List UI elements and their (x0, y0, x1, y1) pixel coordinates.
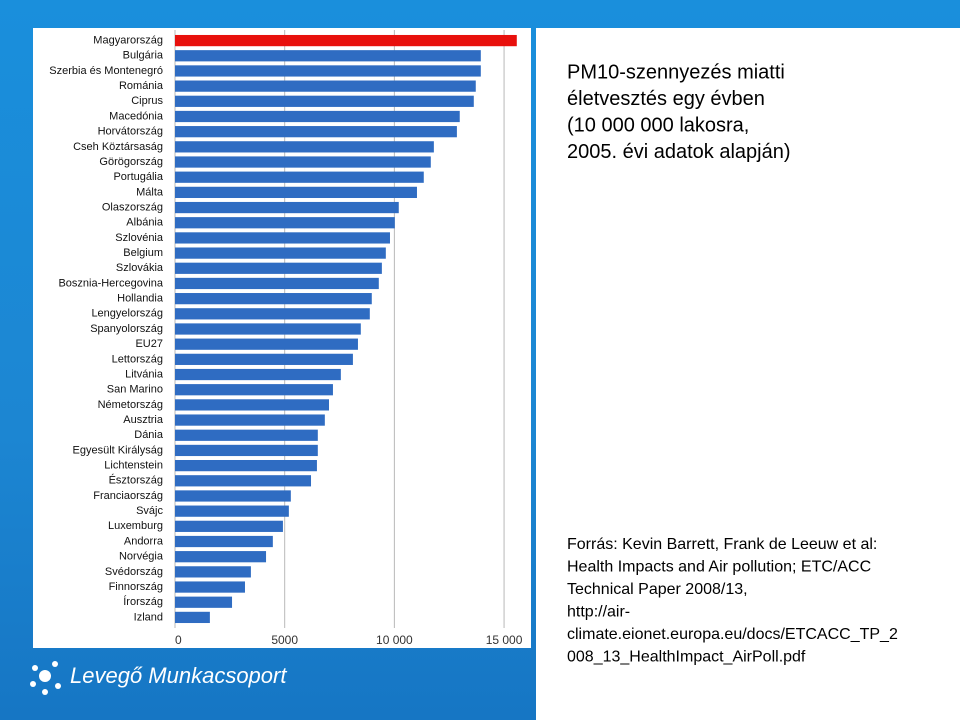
bar (175, 156, 431, 168)
y-tick-label: Portugália (113, 171, 163, 183)
bar (175, 34, 517, 47)
y-tick-label: Szlovénia (115, 232, 164, 244)
y-tick-label: Spanyolország (90, 323, 163, 335)
bar (175, 217, 395, 229)
bar (175, 611, 210, 624)
y-tick-label: Magyarország (93, 34, 163, 46)
slide-title: életvesztés egy évben (567, 88, 765, 110)
bar (175, 262, 382, 274)
bar (175, 581, 245, 593)
bar (175, 141, 434, 153)
bar (175, 490, 291, 502)
y-tick-label: Belgium (123, 247, 163, 259)
y-tick-label: Szerbia és Montenegró (49, 65, 163, 77)
y-tick-label: Olaszország (102, 201, 163, 213)
bar (175, 95, 474, 107)
logo-text: Levegő Munkacsoport (70, 663, 287, 688)
bar (175, 277, 379, 290)
x-tick-label: 15 000 (486, 633, 523, 647)
bar (175, 186, 417, 199)
bar (175, 429, 318, 441)
bar (175, 247, 386, 259)
y-tick-label: Franciaország (93, 490, 163, 502)
y-tick-label: San Marino (107, 384, 163, 396)
y-tick-label: Izland (134, 611, 163, 623)
y-tick-label: Ciprus (131, 95, 163, 107)
bar (175, 80, 476, 92)
bar (175, 338, 358, 350)
y-tick-label: Litvánia (125, 368, 164, 380)
source-text: Forrás: Kevin Barrett, Frank de Leeuw et… (567, 536, 877, 553)
bar (175, 323, 361, 335)
bar (175, 459, 317, 472)
slide-title: (10 000 000 lakosra, (567, 114, 749, 136)
y-tick-label: Málta (136, 186, 164, 198)
bar (175, 596, 233, 608)
x-tick-label: 5000 (271, 633, 298, 647)
y-tick-label: Svédország (105, 566, 163, 578)
y-tick-label: Lichtenstein (104, 460, 163, 472)
bar (175, 293, 372, 305)
source-text: http://air- (567, 604, 630, 621)
source-text: 008_13_HealthImpact_AirPoll.pdf (567, 649, 806, 666)
y-tick-label: Finnország (109, 581, 163, 593)
bar (175, 232, 390, 244)
y-tick-label: Svájc (136, 505, 163, 517)
slide-title: PM10-szennyezés miatti (567, 61, 785, 83)
text-panel (536, 28, 960, 720)
y-tick-label: Luxemburg (108, 520, 163, 532)
y-tick-label: Albánia (126, 217, 164, 229)
bar (175, 368, 341, 381)
bar (175, 444, 318, 457)
bar (175, 65, 481, 77)
bar (175, 171, 424, 183)
y-tick-label: Cseh Köztársaság (73, 141, 163, 153)
y-tick-label: Szlovákia (116, 262, 164, 274)
bar (175, 126, 457, 138)
bar (175, 353, 353, 365)
y-tick-label: Bulgária (123, 50, 164, 62)
source-text: climate.eionet.europa.eu/docs/ETCACC_TP_… (567, 626, 898, 643)
y-tick-label: Bosznia-Hercegovina (58, 277, 163, 289)
y-tick-label: Lettország (112, 353, 163, 365)
y-tick-label: Görögország (99, 156, 163, 168)
bar (175, 50, 481, 62)
bar (175, 551, 267, 563)
bar (175, 535, 273, 548)
bar (175, 566, 251, 578)
y-tick-label: Egyesült Királyság (73, 444, 164, 456)
logo-icon (30, 661, 61, 695)
bar (175, 308, 370, 320)
bar (175, 110, 460, 123)
bar (175, 201, 399, 214)
x-tick-label: 0 (175, 633, 182, 647)
bar (175, 475, 312, 487)
y-tick-label: Dánia (134, 429, 164, 441)
x-tick-label: 10 000 (376, 633, 413, 647)
y-tick-label: Írország (123, 595, 163, 608)
y-tick-label: Lengyelország (91, 308, 163, 320)
y-tick-label: Andorra (124, 535, 164, 547)
bar (175, 384, 333, 396)
y-tick-label: Ausztria (123, 414, 164, 426)
y-tick-label: Románia (119, 80, 164, 92)
y-tick-label: Észtország (109, 474, 163, 487)
source-text: Technical Paper 2008/13, (567, 581, 748, 598)
bar (175, 414, 325, 426)
bar (175, 505, 289, 517)
y-tick-label: EU27 (135, 338, 163, 350)
slide-title: 2005. évi adatok alapján) (567, 141, 791, 163)
y-tick-label: Németország (98, 399, 163, 411)
source-text: Health Impacts and Air pollution; ETC/AC… (567, 559, 871, 576)
y-tick-label: Macedónia (109, 110, 164, 122)
bar (175, 520, 283, 532)
y-tick-label: Horvátország (98, 126, 163, 138)
bar (175, 399, 330, 411)
y-tick-label: Hollandia (117, 293, 164, 305)
y-tick-label: Norvégia (119, 551, 164, 563)
